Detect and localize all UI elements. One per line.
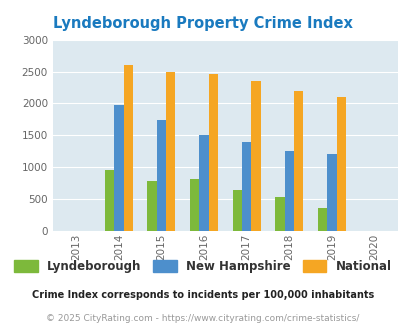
Text: Lyndeborough Property Crime Index: Lyndeborough Property Crime Index: [53, 16, 352, 31]
Bar: [251, 81, 260, 231]
Bar: [199, 135, 208, 231]
Bar: [284, 150, 293, 231]
Bar: [104, 170, 114, 231]
Bar: [123, 65, 132, 231]
Bar: [275, 197, 284, 231]
Legend: Lyndeborough, New Hampshire, National: Lyndeborough, New Hampshire, National: [9, 255, 396, 278]
Bar: [147, 181, 156, 231]
Bar: [326, 154, 336, 231]
Bar: [232, 190, 241, 231]
Bar: [190, 179, 199, 231]
Bar: [336, 97, 345, 231]
Text: © 2025 CityRating.com - https://www.cityrating.com/crime-statistics/: © 2025 CityRating.com - https://www.city…: [46, 314, 359, 323]
Bar: [114, 105, 123, 231]
Bar: [166, 72, 175, 231]
Bar: [293, 91, 303, 231]
Bar: [317, 208, 326, 231]
Bar: [156, 120, 166, 231]
Text: Crime Index corresponds to incidents per 100,000 inhabitants: Crime Index corresponds to incidents per…: [32, 290, 373, 300]
Bar: [241, 142, 251, 231]
Bar: [208, 74, 217, 231]
